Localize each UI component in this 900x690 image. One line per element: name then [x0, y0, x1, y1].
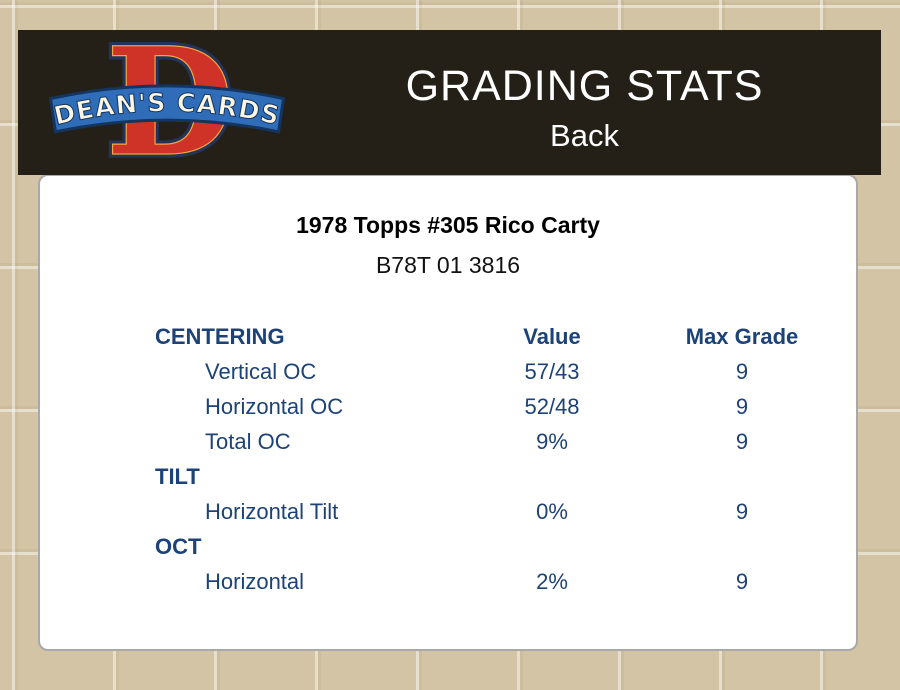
column-header-max-grade: Max Grade [685, 323, 799, 349]
table-row-total-oc: Total OC 9% 9 [155, 424, 827, 459]
card-side-label: Back [550, 118, 619, 154]
table-row-vertical-oc: Vertical OC 57/43 9 [155, 354, 827, 389]
table-section-oct: OCT [155, 529, 827, 564]
section-label: TILT [155, 463, 200, 489]
table-row-horizontal-oc: Horizontal OC 52/48 9 [155, 389, 827, 424]
header-titles: GRADING STATS Back [298, 30, 871, 181]
stat-label: Horizontal [205, 568, 305, 594]
table-header-row: CENTERING Value Max Grade [155, 319, 827, 354]
stat-label: Vertical OC [205, 358, 317, 384]
stat-max-grade: 9 [735, 568, 749, 594]
stat-value: 0% [536, 498, 568, 524]
stat-max-grade: 9 [735, 428, 749, 454]
stat-label: Horizontal Tilt [205, 498, 339, 524]
stat-max-grade: 9 [735, 358, 749, 384]
logo-ribbon [48, 84, 286, 134]
card-title: 1978 Topps #305 Rico Carty [296, 212, 600, 238]
stat-value: 9% [536, 428, 568, 454]
table-row-horizontal-tilt: Horizontal Tilt 0% 9 [155, 494, 827, 529]
section-label: OCT [155, 533, 202, 559]
stat-max-grade: 9 [735, 498, 749, 524]
deans-cards-logo: D D DEAN'S CARDS [44, 11, 290, 193]
card-serial-number: B78T 01 3816 [375, 252, 521, 278]
stat-max-grade: 9 [735, 393, 749, 419]
grading-stats-table: CENTERING Value Max Grade Vertical OC 57… [155, 319, 827, 599]
table-section-tilt: TILT [155, 459, 827, 494]
table-row-horizontal: Horizontal 2% 9 [155, 564, 827, 599]
page-title: GRADING STATS [405, 61, 764, 110]
header-bar: D D DEAN'S CARDS GRADING STATS Back [18, 11, 881, 193]
stats-panel: 1978 Topps #305 Rico Carty B78T 01 3816 … [38, 174, 858, 651]
column-header-centering: CENTERING [155, 323, 285, 349]
stat-value: 57/43 [524, 358, 580, 384]
column-header-value: Value [523, 323, 581, 349]
stat-value: 2% [536, 568, 568, 594]
stat-label: Horizontal OC [205, 393, 344, 419]
stat-label: Total OC [205, 428, 291, 454]
deans-cards-logo-icon: D D DEAN'S CARDS [48, 11, 286, 193]
stat-value: 52/48 [524, 393, 580, 419]
